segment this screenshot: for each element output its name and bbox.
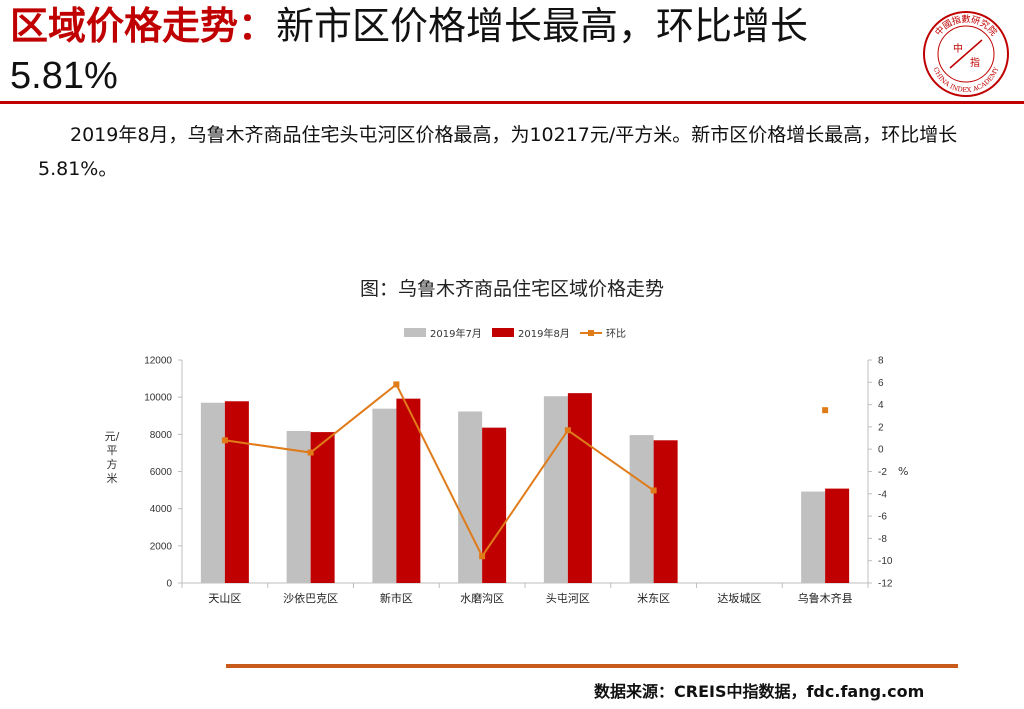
mom-change-line [224,382,655,559]
legend-swatch [404,328,426,337]
y-tick-label: 10000 [144,393,172,404]
y2-tick-label: -6 [878,512,887,523]
x-tick-label: 米东区 [637,592,670,605]
legend-label: 2019年8月 [518,327,570,340]
x-tick-label: 沙依巴克区 [283,592,338,605]
y2-tick-label: 4 [878,400,884,411]
summary-paragraph: 2019年8月，乌鲁木齐商品住宅头屯河区价格最高，为10217元/平方米。新市区… [38,118,1008,186]
header-divider [0,101,1024,104]
page-title-highlight: 区域价格走势： [10,4,277,48]
logo-center-char-1: 中 [953,42,963,55]
y2-tick-label: -2 [878,467,887,478]
x-tick-label: 头屯河区 [546,592,590,605]
bar-jul [286,430,311,583]
chart-title: 图：乌鲁木齐商品住宅区域价格走势 [359,278,664,300]
legend-label: 环比 [606,328,626,340]
bar-jul [200,402,225,583]
mom-change-point [564,427,571,434]
logo-center-char-2: 指 [970,56,980,69]
legend-swatch-marker [588,330,594,336]
bar-aug [567,393,592,583]
y-tick-label: 2000 [150,541,173,552]
y2-axis-unit-label: % [898,465,909,478]
y2-tick-label: -4 [878,489,887,500]
page-title: 区域价格走势：新市区价格增长最高，环比增长 [10,4,910,48]
mom-change-point [822,407,829,414]
data-source: 数据来源：CREIS中指数据，fdc.fang.com [594,682,925,701]
bar-aug [825,488,850,583]
y2-tick-label: -12 [878,579,893,590]
legend-label: 2019年7月 [430,327,482,340]
mom-change-point [479,553,486,560]
y-axis-unit-label: 元/平方米 [104,430,120,485]
bar-jul [458,411,483,583]
bar-aug [653,440,678,583]
mom-change-point [221,437,228,444]
y2-tick-label: -8 [878,534,887,545]
x-tick-label: 新市区 [380,591,413,605]
mom-change-point [307,449,314,456]
x-tick-label: 天山区 [208,592,241,605]
bar-jul [801,491,826,583]
y2-tick-label: 8 [878,356,884,367]
y-tick-label: 0 [166,579,172,590]
bar-aug [396,398,421,583]
y-tick-label: 12000 [144,356,172,367]
y2-tick-label: 6 [878,378,884,389]
y2-tick-label: 0 [878,445,884,456]
x-tick-label: 乌鲁木齐县 [798,591,853,605]
y-tick-label: 4000 [150,504,173,515]
y2-tick-label: -10 [878,556,893,567]
y-tick-label: 6000 [150,467,173,478]
y-tick-label: 8000 [150,430,173,441]
page-title-line2: 5.81% [10,55,118,97]
legend-swatch [492,328,514,337]
bar-aug [482,427,507,583]
x-tick-label: 水磨沟区 [460,592,504,605]
mom-change-point [393,381,400,388]
summary-text: 2019年8月，乌鲁木齐商品住宅头屯河区价格最高，为10217元/平方米。新市区… [38,124,958,180]
bar-aug [310,432,335,583]
y2-tick-label: 2 [878,422,884,433]
bar-aug [224,401,249,583]
mom-change-point [650,487,657,494]
china-index-academy-logo: 中國指數研究院 CHINA INDEX ACADEMY 中 指 [923,11,1009,97]
page-title-main: 新市区价格增长最高，环比增长 [276,4,809,48]
x-tick-label: 达坂城区 [717,592,761,605]
bar-jul [629,435,654,583]
footer-divider [226,664,958,668]
bar-jul [543,396,568,583]
bar-jul [372,408,397,583]
